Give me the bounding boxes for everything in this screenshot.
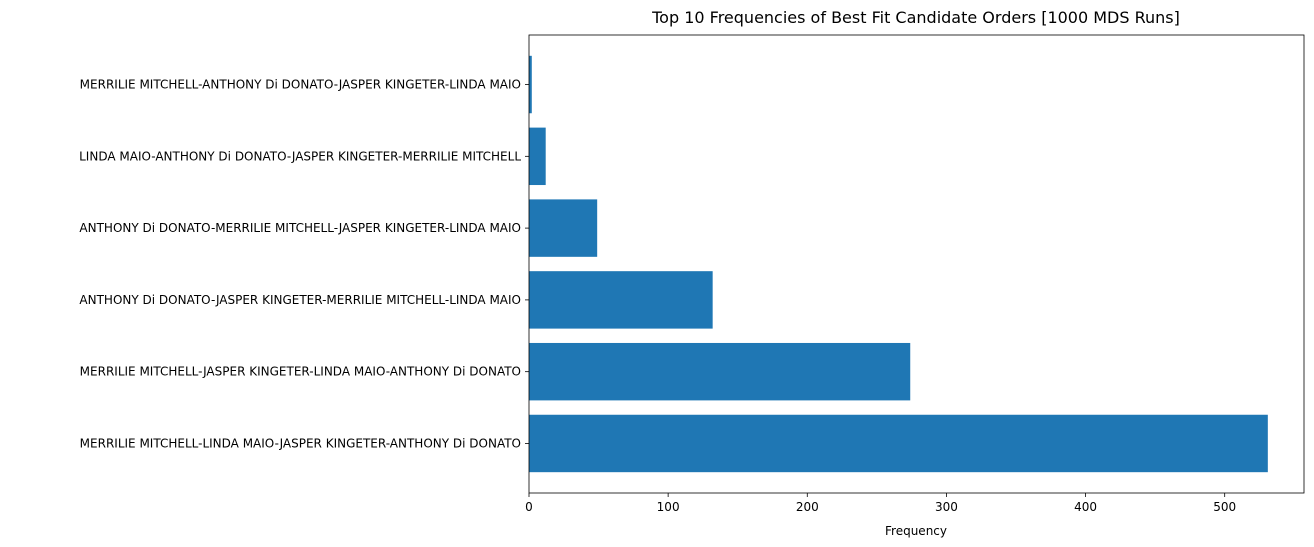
chart-title: Top 10 Frequencies of Best Fit Candidate… <box>651 8 1180 27</box>
y-tick-label: ANTHONY Di DONATO-JASPER KINGETER-MERRIL… <box>79 293 521 307</box>
bar <box>529 271 713 329</box>
x-axis-ticks: 0 100 200 300 400 500 <box>525 493 1236 514</box>
x-tick-label: 100 <box>657 500 680 514</box>
bar <box>529 127 546 186</box>
axes-frame <box>528 34 1305 494</box>
x-tick-label: 300 <box>935 500 958 514</box>
x-tick-label: 200 <box>796 500 819 514</box>
y-tick-label: MERRILIE MITCHELL-ANTHONY Di DONATO-JASP… <box>80 78 521 92</box>
bars-group <box>529 55 1268 473</box>
y-axis-ticks: MERRILIE MITCHELL-LINDA MAIO-JASPER KING… <box>79 78 529 450</box>
bar <box>529 199 598 257</box>
plot-frame <box>528 34 1305 494</box>
y-tick-label: MERRILIE MITCHELL-JASPER KINGETER-LINDA … <box>80 365 521 379</box>
bar <box>529 342 911 401</box>
x-tick-label: 500 <box>1213 500 1236 514</box>
x-tick-label: 0 <box>525 500 533 514</box>
bar <box>529 414 1268 473</box>
bar <box>529 55 532 114</box>
x-axis-label: Frequency <box>885 524 947 538</box>
y-tick-label: ANTHONY Di DONATO-MERRILIE MITCHELL-JASP… <box>79 221 521 235</box>
y-tick-label: LINDA MAIO-ANTHONY Di DONATO-JASPER KING… <box>79 149 521 163</box>
x-tick-label: 400 <box>1074 500 1097 514</box>
y-tick-label: MERRILIE MITCHELL-LINDA MAIO-JASPER KING… <box>80 436 521 450</box>
